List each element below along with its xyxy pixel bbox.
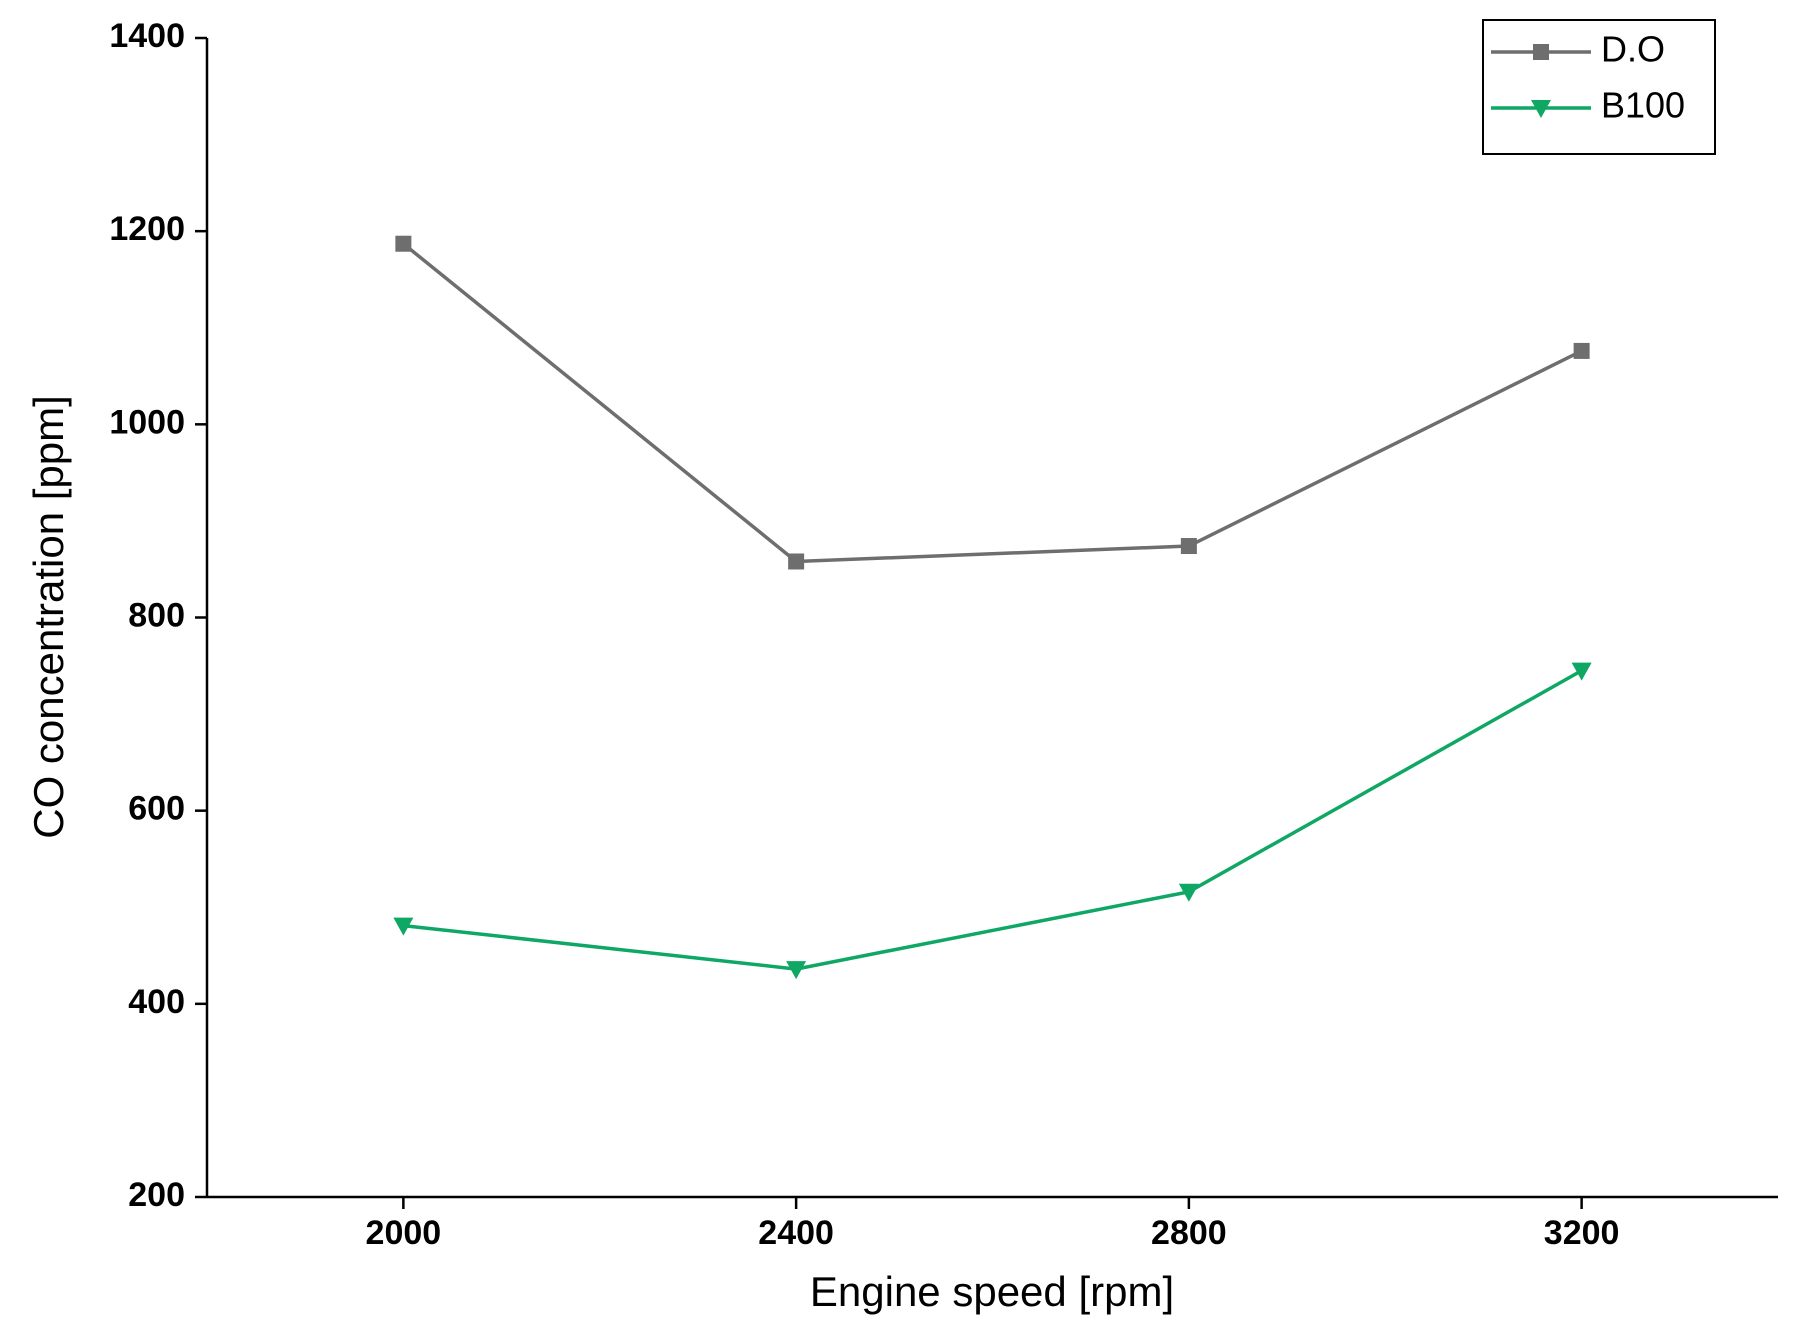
legend-label: D.O <box>1601 29 1665 70</box>
marker <box>1573 342 1590 359</box>
y-tick-label: 800 <box>128 596 185 634</box>
marker <box>786 961 807 980</box>
legend-label: B100 <box>1601 85 1685 126</box>
y-tick-label: 1400 <box>109 17 185 55</box>
y-tick-label: 600 <box>128 790 185 828</box>
marker <box>395 235 412 252</box>
legend: D.O B100 <box>1482 19 1716 155</box>
y-tick-label: 200 <box>128 1176 185 1214</box>
marker <box>788 553 805 570</box>
x-tick-label: 2400 <box>758 1214 834 1252</box>
marker <box>1178 883 1199 902</box>
x-tick-label: 2800 <box>1151 1214 1227 1252</box>
legend-box <box>1482 19 1716 155</box>
x-tick-label: 2000 <box>366 1214 442 1252</box>
y-tick-label: 1200 <box>109 210 185 248</box>
y-tick-label: 1000 <box>109 403 185 441</box>
marker <box>393 917 414 936</box>
legend-marker <box>1531 100 1551 118</box>
x-axis-title: Engine speed [rpm] <box>810 1268 1174 1315</box>
series-line <box>402 242 1583 564</box>
x-tick-label: 3200 <box>1544 1214 1620 1252</box>
marker <box>1180 538 1197 555</box>
series-line <box>403 669 1583 971</box>
legend-marker <box>1533 44 1549 60</box>
y-axis-title: CO concentration [ppm] <box>25 395 72 839</box>
y-tick-label: 400 <box>128 983 185 1021</box>
marker <box>1571 662 1592 681</box>
